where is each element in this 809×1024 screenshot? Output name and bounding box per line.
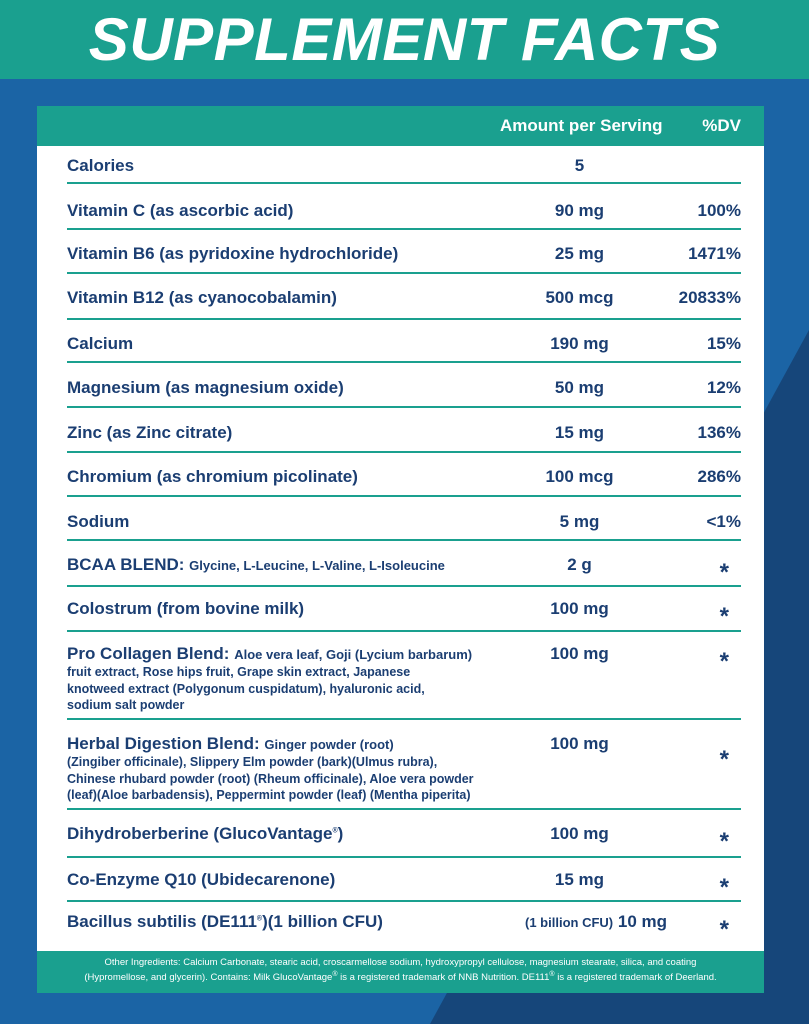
nutrient-amount: 5 — [574, 156, 585, 175]
column-header: Amount per Serving %DV — [37, 106, 764, 146]
dv-column-header: %DV — [702, 116, 741, 135]
header-banner: SUPPLEMENT FACTS — [0, 0, 809, 79]
nutrient-name: Magnesium (as magnesium oxide) — [67, 378, 344, 397]
nutrient-amount: 90 mg — [554, 201, 605, 220]
nutrient-dv: 286% — [697, 467, 741, 486]
nutrient-amount: 500 mcg — [545, 288, 614, 307]
nutrient-amount: 100 mg — [550, 599, 609, 618]
amount-column-header: Amount per Serving — [500, 116, 663, 135]
nutrient-amount: 190 mg — [550, 334, 609, 353]
nutrient-amount: 100 mg — [550, 734, 609, 753]
other-ingredients-footer: Other Ingredients: Calcium Carbonate, st… — [37, 951, 764, 993]
nutrient-dv: 136% — [697, 423, 741, 442]
nutrient-row: Herbal Digestion Blend: Ginger powder (r… — [67, 734, 741, 810]
nutrient-name: Pro Collagen Blend: Aloe vera leaf, Goji… — [67, 644, 473, 663]
nutrient-amount: 50 mg — [554, 378, 605, 397]
nutrient-name: Vitamin C (as ascorbic acid) — [67, 201, 294, 220]
nutrient-row: Vitamin C (as ascorbic acid) 90 mg 100% — [67, 201, 741, 230]
nutrient-row: Dihydroberberine (GlucoVantage®) 100 mg … — [67, 824, 741, 858]
nutrient-name: Vitamin B6 (as pyridoxine hydrochloride) — [67, 244, 399, 263]
nutrient-name: Colostrum (from bovine milk) — [67, 599, 305, 618]
nutrient-amount: 5 mg — [559, 512, 600, 531]
nutrient-sub: Aloe vera leaf, Goji (Lycium barbarum) — [234, 647, 473, 662]
nutrient-row: BCAA BLEND: Glycine, L-Leucine, L-Valine… — [67, 555, 741, 587]
nutrient-row: Calcium 190 mg 15% — [67, 334, 741, 363]
amount-note: (1 billion CFU) — [525, 915, 614, 930]
nutrient-row: Pro Collagen Blend: Aloe vera leaf, Goji… — [67, 644, 741, 720]
nutrient-row: Co-Enzyme Q10 (Ubidecarenone) 15 mg * — [67, 870, 741, 902]
nutrient-row: Vitamin B6 (as pyridoxine hydrochloride)… — [67, 244, 741, 274]
nutrient-name: Sodium — [67, 512, 130, 531]
nutrient-name: Herbal Digestion Blend: Ginger powder (r… — [67, 734, 394, 753]
nutrient-row: Sodium 5 mg <1% — [67, 512, 741, 541]
nutrient-name: Chromium (as chromium picolinate) — [67, 467, 358, 486]
nutrient-amount: 25 mg — [554, 244, 605, 263]
nutrient-dv: 1471% — [688, 244, 741, 263]
nutrient-dv: * — [719, 603, 729, 630]
nutrient-row: Vitamin B12 (as cyanocobalamin) 500 mcg … — [67, 288, 741, 320]
nutrient-dv: * — [719, 916, 729, 943]
nutrient-dv: * — [719, 559, 729, 586]
page-title: SUPPLEMENT FACTS — [88, 6, 721, 73]
nutrient-description: fruit extract, Rose hips fruit, Grape sk… — [67, 665, 425, 712]
nutrient-description: (Zingiber officinale), Slippery Elm powd… — [67, 755, 474, 802]
nutrient-row: Chromium (as chromium picolinate) 100 mc… — [67, 467, 741, 497]
facts-panel: Amount per Serving %DV Calories 5 Vitami… — [37, 106, 764, 993]
nutrient-name: Bacillus subtilis (DE111®)(1 billion CFU… — [67, 912, 383, 931]
nutrient-row: Zinc (as Zinc citrate) 15 mg 136% — [67, 423, 741, 453]
nutrient-dv: 12% — [706, 378, 741, 397]
nutrient-name: Zinc (as Zinc citrate) — [67, 423, 233, 442]
nutrient-sub: Ginger powder (root) — [264, 737, 394, 752]
nutrient-dv: * — [719, 648, 729, 675]
footer-line-2: (Hypromellose, and glycerin). Contains: … — [84, 971, 717, 984]
nutrient-name: Vitamin B12 (as cyanocobalamin) — [67, 288, 337, 307]
nutrient-name: Calcium — [67, 334, 134, 353]
nutrient-amount: 100 mcg — [545, 467, 614, 486]
nutrient-name: Dihydroberberine (GlucoVantage®) — [67, 824, 344, 843]
nutrient-amount: 2 g — [567, 555, 592, 574]
nutrient-dv: * — [719, 746, 729, 773]
nutrient-amount: 100 mg — [550, 824, 609, 843]
nutrient-dv: * — [719, 874, 729, 901]
nutrient-dv: <1% — [706, 512, 742, 531]
footer-line-1: Other Ingredients: Calcium Carbonate, st… — [104, 957, 697, 968]
nutrient-name: BCAA BLEND: Glycine, L-Leucine, L-Valine… — [67, 555, 445, 574]
nutrient-row: Bacillus subtilis (DE111®)(1 billion CFU… — [67, 912, 741, 946]
nutrient-name: Co-Enzyme Q10 (Ubidecarenone) — [67, 870, 336, 889]
nutrient-amount: 15 mg — [554, 423, 605, 442]
nutrient-dv: 20833% — [678, 288, 741, 307]
nutrient-amount: 15 mg — [554, 870, 605, 889]
nutrient-row: Colostrum (from bovine milk) 100 mg * — [67, 599, 741, 632]
nutrient-dv: 100% — [697, 201, 741, 220]
nutrient-name: Calories — [67, 156, 135, 175]
nutrient-row: Magnesium (as magnesium oxide) 50 mg 12% — [67, 378, 741, 408]
nutrient-dv: * — [719, 828, 729, 855]
nutrient-amount: (1 billion CFU) 10 mg — [525, 912, 667, 931]
nutrient-sub: Glycine, L-Leucine, L-Valine, L-Isoleuci… — [189, 558, 445, 573]
nutrient-amount: 100 mg — [550, 644, 609, 663]
nutrient-row: Calories 5 — [67, 156, 741, 184]
nutrient-dv: 15% — [706, 334, 741, 353]
